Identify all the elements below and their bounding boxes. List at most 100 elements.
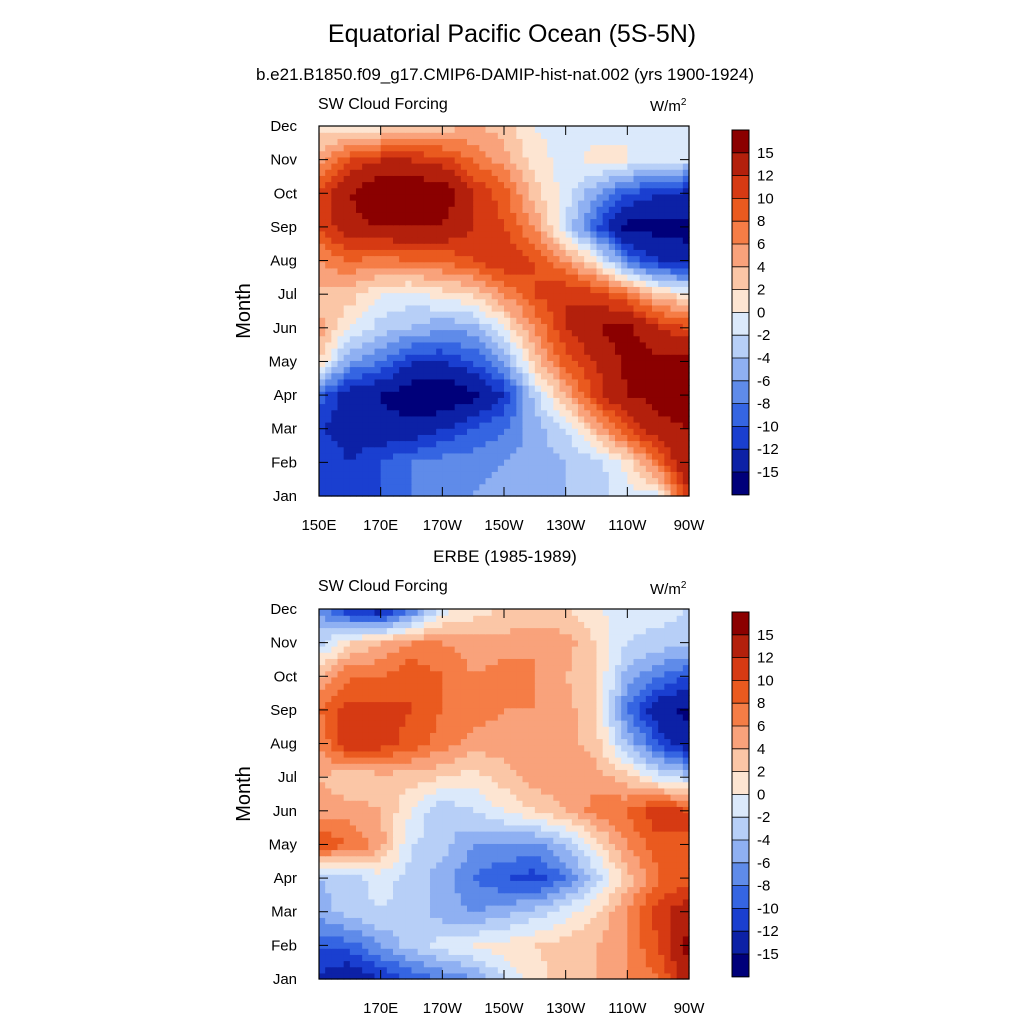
heatmap-cell (485, 471, 493, 479)
heatmap-cell (553, 144, 561, 152)
heatmap-cell (356, 452, 363, 460)
heatmap-cell (405, 886, 413, 894)
heatmap-cell (485, 954, 493, 962)
heatmap-cell (473, 267, 480, 275)
heatmap-cell (460, 341, 468, 349)
heatmap-cell (473, 397, 480, 405)
heatmap-cell (343, 483, 351, 491)
x-tick-label: 150E (301, 517, 336, 534)
y-tick-label: Aug (270, 253, 297, 270)
heatmap-cell (337, 206, 345, 213)
heatmap-cell (479, 880, 487, 888)
heatmap-cell (596, 193, 604, 201)
heatmap-cell (349, 452, 357, 460)
heatmap-cell (670, 972, 678, 980)
heatmap-cell (504, 886, 511, 894)
heatmap-cell (374, 972, 382, 980)
heatmap-cell (442, 911, 450, 918)
heatmap-cell (393, 193, 400, 201)
heatmap-cell (337, 898, 345, 906)
heatmap-cell (639, 323, 647, 331)
heatmap-cell (467, 397, 474, 405)
heatmap-cell (467, 898, 474, 906)
heatmap-cell (343, 323, 351, 331)
heatmap-cell (528, 138, 536, 146)
heatmap-cell (559, 929, 567, 937)
heatmap-cell (534, 452, 542, 460)
heatmap-cell (627, 923, 635, 931)
heatmap-cell (343, 489, 351, 497)
heatmap-cell (670, 911, 678, 918)
heatmap-cell (652, 880, 659, 888)
heatmap-cell (479, 849, 487, 857)
heatmap-cell (473, 861, 480, 869)
heatmap-cell (608, 378, 616, 386)
heatmap-cell (596, 187, 604, 195)
heatmap-cell (615, 409, 622, 417)
heatmap-cell (615, 317, 622, 324)
heatmap-cell (590, 138, 598, 146)
heatmap-cell (547, 880, 554, 888)
heatmap-cell (584, 150, 591, 158)
heatmap-cell (362, 249, 369, 257)
heatmap-cell (423, 935, 431, 943)
heatmap-cell (411, 489, 419, 497)
heatmap-cell (590, 966, 598, 974)
heatmap-cell (368, 181, 376, 189)
heatmap-cell (479, 144, 487, 152)
heatmap-cell (337, 317, 345, 324)
heatmap-cell (652, 193, 659, 201)
heatmap-cell (658, 144, 665, 152)
heatmap-cell (522, 917, 530, 925)
heatmap-cell (497, 874, 505, 881)
heatmap-cell (676, 391, 684, 398)
heatmap-cell (362, 477, 369, 485)
heatmap-cell (343, 385, 351, 392)
heatmap-cell (578, 849, 585, 857)
heatmap-cell (319, 304, 326, 312)
heatmap-cell (399, 267, 406, 275)
heatmap-cell (454, 422, 462, 429)
heatmap-cell (596, 880, 604, 888)
heatmap-cell (405, 175, 413, 183)
heatmap-cell (491, 972, 499, 980)
heatmap-cell (460, 311, 468, 318)
heatmap-cell (670, 861, 678, 869)
heatmap-cell (639, 892, 647, 900)
heatmap-cell (405, 224, 413, 232)
heatmap-cell (325, 212, 332, 220)
heatmap-cell (393, 317, 400, 324)
heatmap-cell (590, 292, 598, 300)
heatmap-cell (423, 385, 431, 392)
heatmap-cell (590, 434, 598, 442)
heatmap-cell (645, 434, 653, 442)
heatmap-cell (368, 843, 376, 851)
heatmap-cell (337, 446, 345, 454)
heatmap-cell (621, 360, 628, 368)
heatmap-cell (522, 348, 530, 355)
heatmap-cell (319, 397, 326, 405)
heatmap-cell (658, 354, 665, 361)
heatmap-cell (460, 237, 468, 244)
heatmap-cell (374, 849, 382, 857)
heatmap-cell (547, 929, 554, 937)
heatmap-cell (423, 175, 431, 183)
heatmap-cell (541, 230, 548, 238)
heatmap-cell (602, 132, 610, 139)
heatmap-cell (319, 422, 326, 429)
heatmap-cell (368, 397, 376, 405)
heatmap-cell (485, 360, 493, 368)
heatmap-cell (565, 911, 573, 918)
heatmap-cell (405, 378, 413, 386)
heatmap-cell (528, 434, 536, 442)
heatmap-cell (602, 465, 610, 472)
heatmap-cell (337, 471, 345, 479)
heatmap-cell (368, 446, 376, 454)
heatmap-cell (596, 366, 604, 374)
heatmap-cell (331, 471, 339, 479)
heatmap-cell (621, 972, 628, 980)
heatmap-cell (491, 163, 499, 170)
heatmap-cell (411, 274, 419, 281)
heatmap-cell (645, 255, 653, 263)
heatmap-cell (578, 477, 585, 485)
